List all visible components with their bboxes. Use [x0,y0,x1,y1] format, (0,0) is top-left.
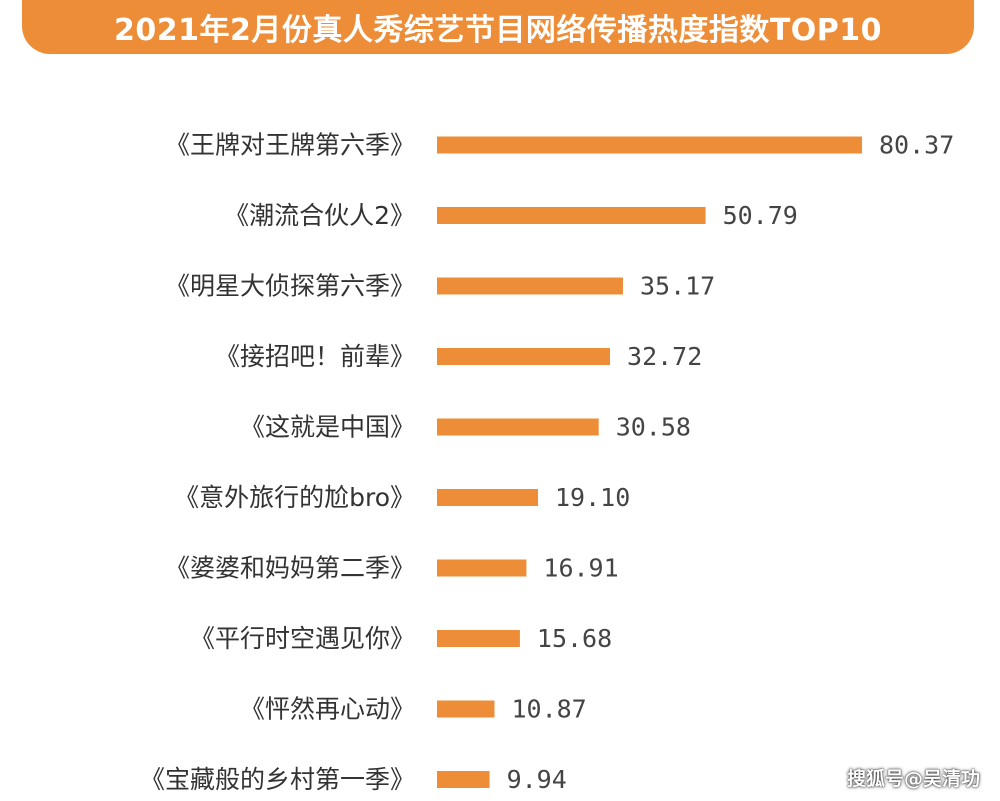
watermark: 搜狐号@吴清功 [846,768,980,790]
bar [437,348,611,365]
category-label: 《接招吧！前辈》 [215,342,415,371]
value-label: 19.10 [555,483,630,512]
bar [437,136,862,154]
category-label: 《平行时空遇见你》 [190,624,415,653]
value-label: 15.68 [537,624,612,653]
value-label: 30.58 [616,413,691,442]
category-label: 《这就是中国》 [240,413,415,442]
category-label: 《怦然再心动》 [240,695,415,724]
value-label: 10.87 [511,695,586,724]
chart-title: 2021年2月份真人秀综艺节目网络传播热度指数TOP10 [113,13,883,48]
category-label: 《王牌对王牌第六季》 [165,131,415,160]
bar [437,418,599,436]
bar [437,277,623,295]
category-label: 《婆婆和妈妈第二季》 [165,554,415,583]
value-label: 35.17 [640,272,715,301]
category-label: 《明星大侦探第六季》 [165,272,415,301]
bar [437,630,520,647]
bar [437,771,490,788]
bar [437,207,706,224]
value-label: 50.79 [723,201,798,230]
category-label: 《意外旅行的尬bro》 [174,483,415,512]
category-label: 《宝藏般的乡村第一季》 [140,765,415,794]
value-label: 80.37 [879,131,954,160]
bar [437,489,539,506]
value-label: 32.72 [627,342,702,371]
bar [437,700,495,718]
value-label: 9.94 [507,765,567,794]
bar [437,559,527,577]
category-label: 《潮流合伙人2》 [224,201,415,230]
value-label: 16.91 [543,554,618,583]
title-banner: 2021年2月份真人秀综艺节目网络传播热度指数TOP10 [22,0,974,54]
